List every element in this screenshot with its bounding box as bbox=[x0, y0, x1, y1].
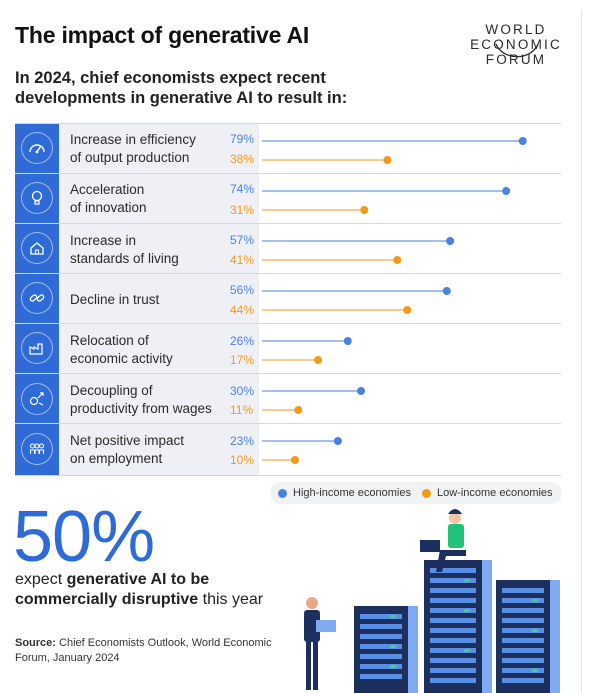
value-low-efficiency: 38% bbox=[230, 152, 255, 166]
row-separator bbox=[15, 373, 561, 374]
row-label-innovation: Acceleration of innovation bbox=[70, 182, 147, 215]
highlight-number: 50% bbox=[13, 497, 155, 577]
data-point-low-0 bbox=[383, 156, 392, 164]
legend-dot-low-icon bbox=[422, 488, 431, 498]
data-point-low-2 bbox=[393, 256, 402, 264]
people-icon bbox=[21, 433, 53, 465]
row-separator bbox=[15, 323, 561, 324]
data-point-low-5 bbox=[294, 406, 303, 414]
legend-item-high: High-income economies bbox=[278, 487, 411, 499]
factory-icon bbox=[21, 332, 53, 364]
value-high-living-standards: 57% bbox=[230, 233, 255, 247]
logo-arc-icon bbox=[495, 43, 539, 58]
data-point-high-6 bbox=[333, 437, 342, 445]
server-rack-left-icon bbox=[354, 606, 418, 693]
data-point-high-0 bbox=[518, 137, 527, 145]
value-high-decoupling: 30% bbox=[230, 384, 255, 398]
value-high-efficiency: 79% bbox=[230, 132, 255, 146]
data-point-high-3 bbox=[442, 287, 451, 295]
value-low-employment: 10% bbox=[230, 453, 255, 467]
person-standing-icon bbox=[304, 597, 336, 690]
legend-label-high: High-income economies bbox=[293, 487, 411, 499]
row-label-relocation: Relocation of economic activity bbox=[70, 333, 173, 366]
person-sitting-icon bbox=[420, 509, 466, 572]
chart-subtitle: In 2024, chief economists expect recent … bbox=[15, 69, 348, 107]
house-icon bbox=[21, 232, 53, 264]
legend-label-low: Low-income economies bbox=[437, 487, 553, 499]
data-point-low-3 bbox=[403, 306, 412, 314]
value-low-relocation: 17% bbox=[230, 353, 255, 367]
source-note: Source: Chief Economists Outlook, World … bbox=[15, 637, 272, 664]
data-point-low-6 bbox=[291, 456, 299, 464]
row-separator bbox=[15, 123, 561, 124]
row-label-living-standards: Increase in standards of living bbox=[70, 233, 179, 266]
logo-line-3: FORUM bbox=[485, 52, 547, 67]
data-point-low-4 bbox=[314, 356, 323, 364]
right-border bbox=[581, 10, 582, 693]
highlight-statement: expect generative AI to be commercially … bbox=[15, 571, 264, 608]
row-label-trust: Decline in trust bbox=[70, 292, 160, 307]
value-high-innovation: 74% bbox=[230, 182, 255, 196]
gauge-icon bbox=[21, 132, 53, 164]
logo-line-2: ECONOMIC bbox=[470, 37, 562, 52]
row-separator bbox=[15, 223, 561, 224]
servers-people-illustration bbox=[304, 509, 560, 693]
value-low-trust: 44% bbox=[230, 303, 255, 317]
data-point-high-2 bbox=[446, 237, 455, 245]
server-rack-right-icon bbox=[496, 580, 560, 693]
broken-link-icon bbox=[21, 282, 53, 314]
row-label-employment: Net positive impact on employment bbox=[70, 433, 185, 466]
value-high-relocation: 26% bbox=[230, 334, 255, 348]
value-high-employment: 23% bbox=[230, 434, 255, 448]
data-point-low-1 bbox=[360, 206, 369, 214]
row-label-efficiency: Increase in efficiency of output producti… bbox=[70, 132, 196, 165]
legend-dot-high-icon bbox=[278, 488, 287, 498]
money-arrows-icon bbox=[21, 383, 53, 415]
page-title: The impact of generative AI bbox=[15, 22, 310, 48]
lightbulb-icon bbox=[21, 182, 53, 214]
legend-item-low: Low-income economies bbox=[422, 487, 553, 499]
data-point-high-5 bbox=[357, 387, 365, 395]
row-label-decoupling: Decoupling of productivity from wages bbox=[70, 383, 212, 416]
value-low-innovation: 31% bbox=[230, 203, 255, 217]
row-separator bbox=[15, 423, 561, 424]
value-low-decoupling: 11% bbox=[230, 403, 254, 417]
data-point-high-4 bbox=[343, 337, 352, 345]
data-point-high-1 bbox=[502, 187, 511, 195]
wef-logo: WORLD ECONOMIC FORUM bbox=[464, 22, 568, 67]
server-rack-middle-icon bbox=[424, 560, 492, 693]
value-high-trust: 56% bbox=[230, 283, 255, 297]
value-low-living-standards: 41% bbox=[230, 253, 255, 267]
logo-line-1: WORLD bbox=[485, 22, 547, 37]
row-separator bbox=[15, 173, 561, 174]
chart-legend: High-income economies Low-income economi… bbox=[270, 482, 562, 504]
row-separator bbox=[15, 475, 561, 476]
row-separator bbox=[15, 273, 561, 274]
